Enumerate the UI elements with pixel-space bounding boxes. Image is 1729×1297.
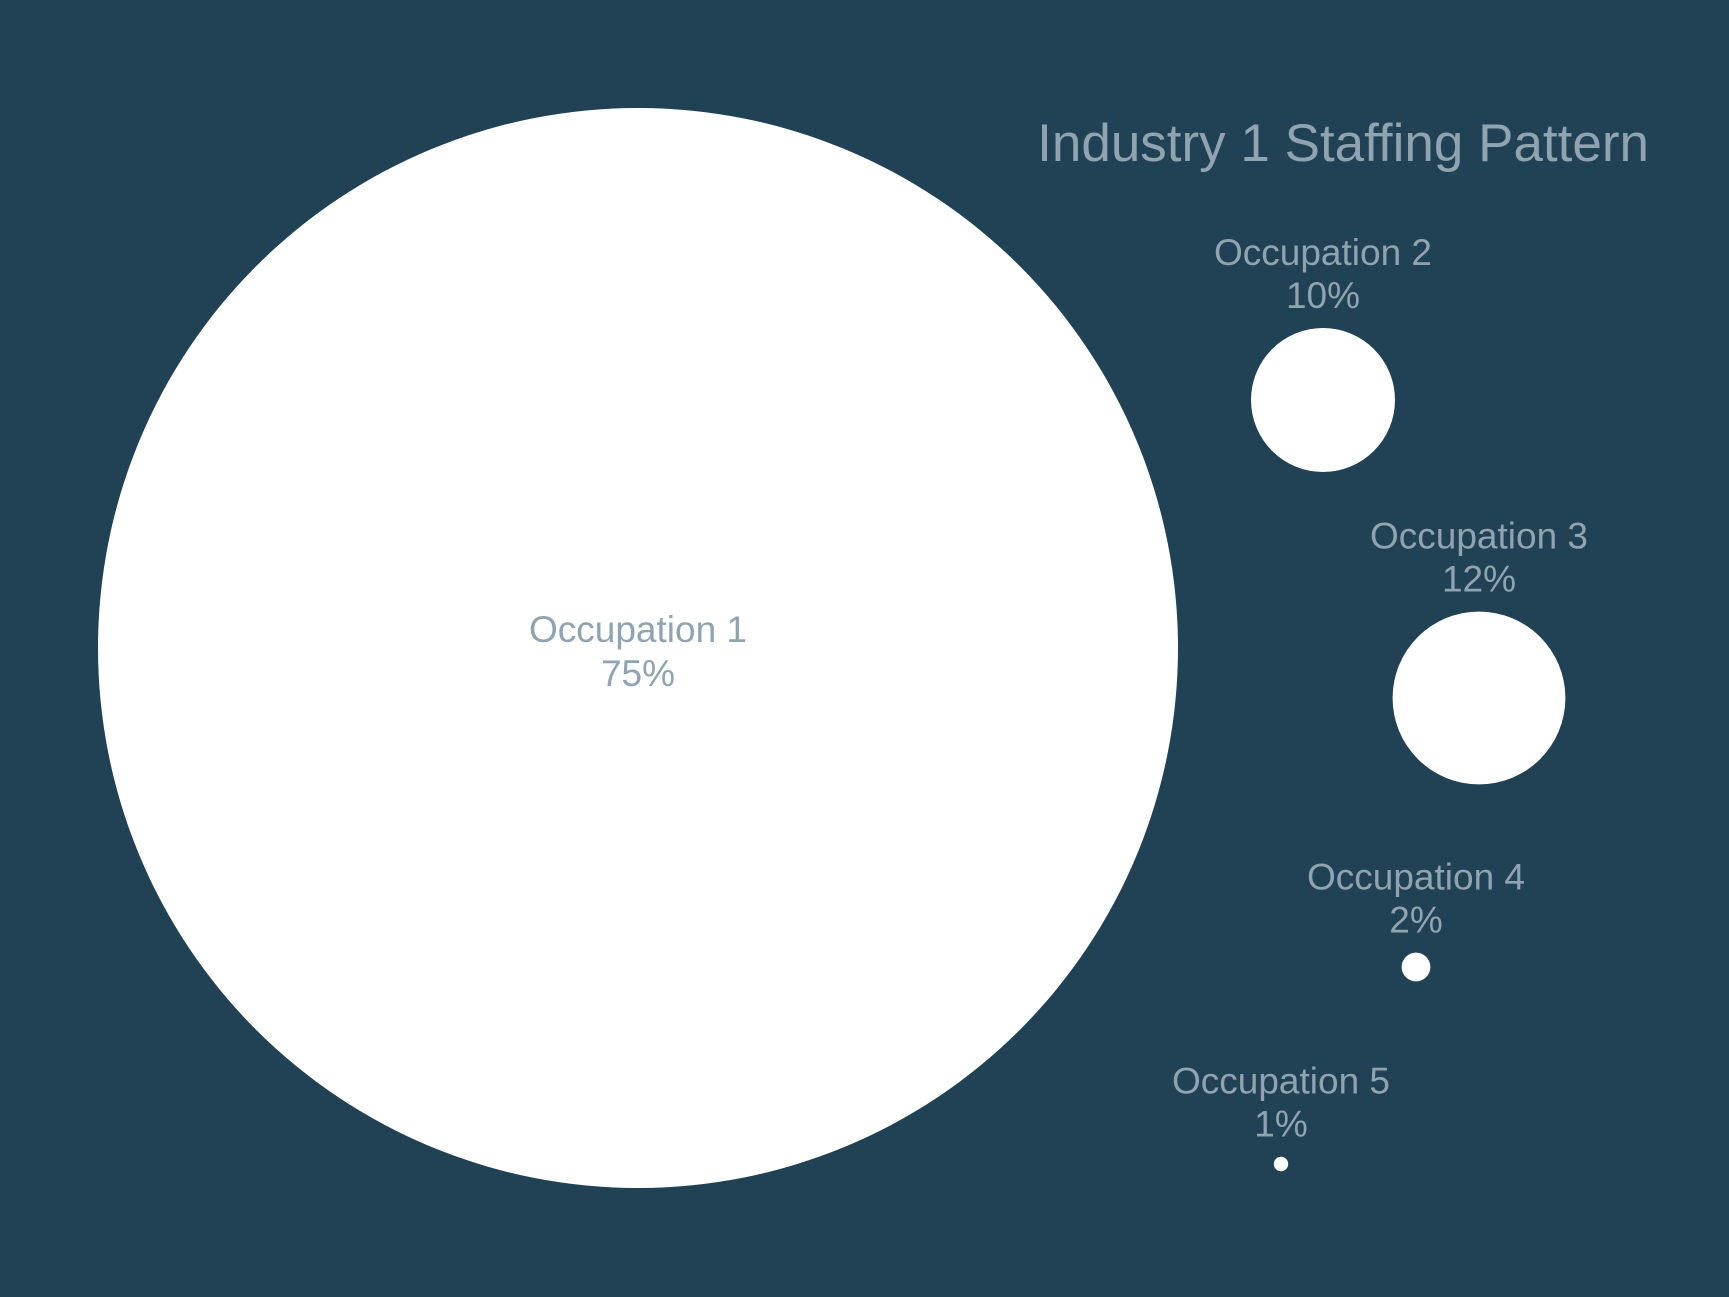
- chart-title: Industry 1 Staffing Pattern: [1037, 114, 1649, 173]
- bubble-label: Occupation 2: [1214, 232, 1432, 273]
- bubble-label: Occupation 1: [529, 609, 747, 650]
- bubble: [1251, 328, 1395, 472]
- bubble: [1273, 1156, 1289, 1172]
- bubble: [1401, 952, 1431, 982]
- value-label: 10%: [1286, 275, 1360, 316]
- bubble-label: Occupation 4: [1307, 856, 1525, 897]
- bubble-label: Occupation 5: [1172, 1061, 1390, 1102]
- bubble: [98, 108, 1178, 1188]
- value-label: 12%: [1442, 558, 1516, 599]
- bubble-label: Occupation 3: [1370, 515, 1588, 556]
- value-label: 75%: [601, 653, 675, 694]
- value-label: 1%: [1254, 1104, 1307, 1145]
- bubble: [1392, 611, 1566, 785]
- value-label: 2%: [1389, 899, 1442, 940]
